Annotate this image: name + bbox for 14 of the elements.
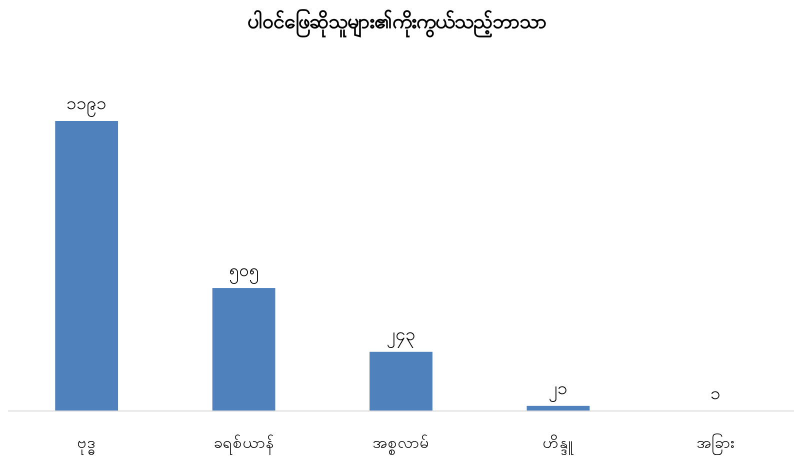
data-label: ၂၁ xyxy=(548,378,568,402)
data-label: ၅၀၅ xyxy=(228,260,259,284)
x-tick-label: ခရစ်ယာန် xyxy=(213,433,274,455)
bar xyxy=(212,288,276,411)
data-label: ၂၄၃ xyxy=(386,324,416,348)
x-tick-label: ဗုဒ္ဓ xyxy=(77,433,96,455)
bar xyxy=(370,352,432,411)
bar xyxy=(55,121,118,411)
chart-title: ပါဝင်ဖြေဆိုသူများ၏ကိုးကွယ်သည့်ဘာသာ xyxy=(248,8,546,38)
x-tick-label: ဟိန္ဒူ xyxy=(542,433,575,455)
x-tick-label: အခြား xyxy=(696,433,734,455)
data-label: ၁၁၉၁ xyxy=(66,93,107,117)
data-label: ၁ xyxy=(710,382,720,404)
x-tick-label: အစ္စလာမ် xyxy=(372,433,430,455)
